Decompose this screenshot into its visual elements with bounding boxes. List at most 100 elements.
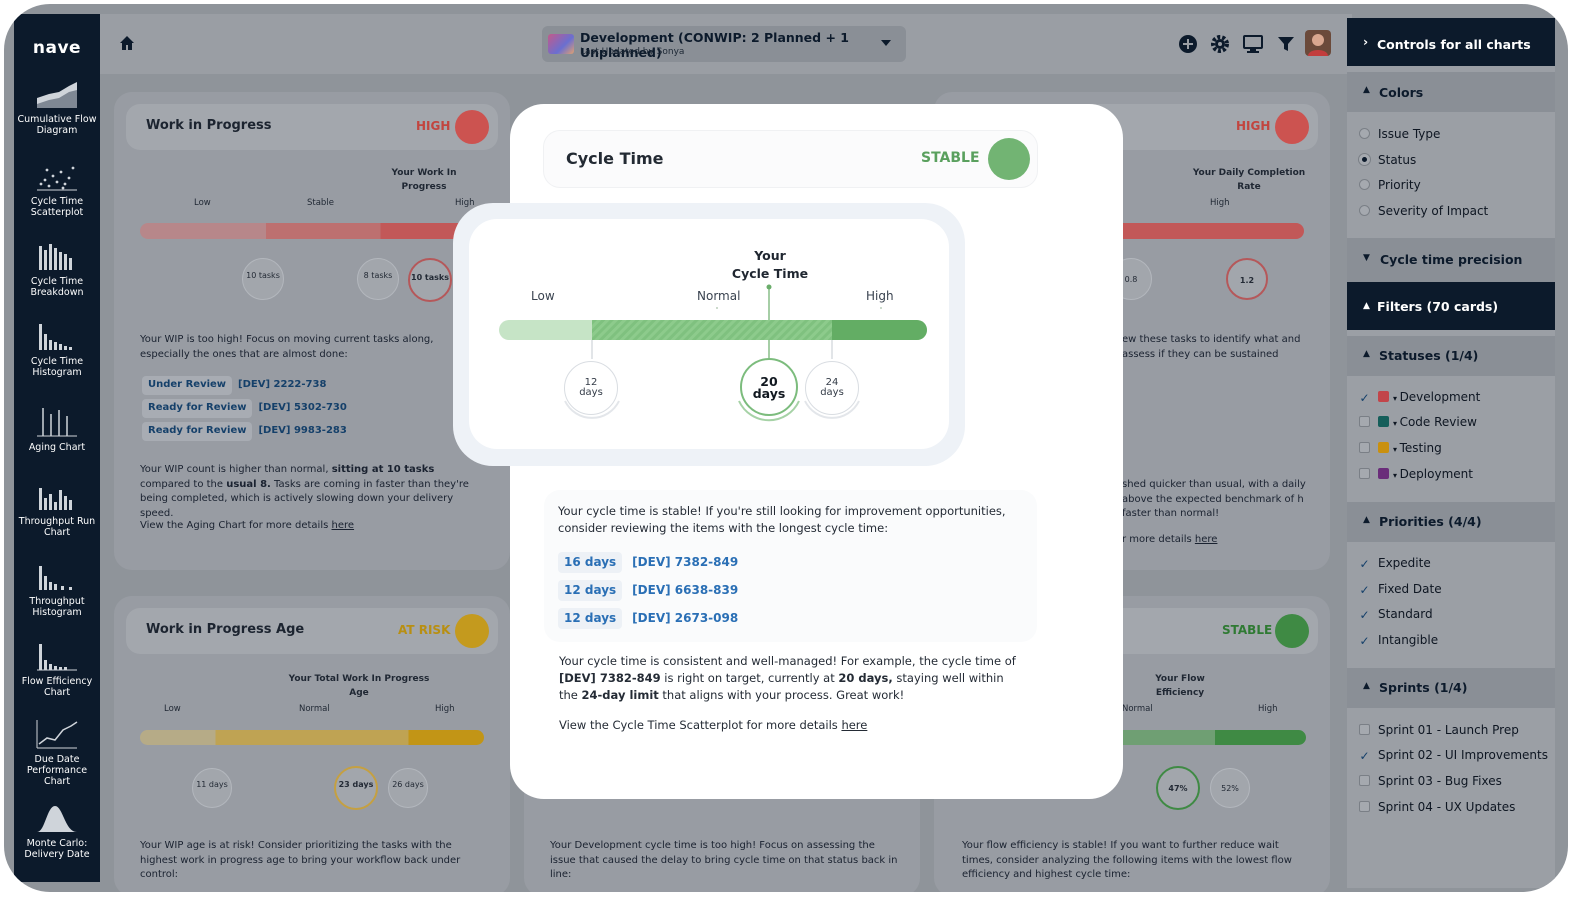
sprints-section-header[interactable]: ▲ Sprints (1/4) [1347, 668, 1555, 708]
due-date-icon [36, 720, 78, 749]
wip-age-card: Work in Progress Age AT RISK Your Total … [114, 596, 510, 892]
nav-label: Cycle Time Histogram [30, 356, 84, 378]
checkbox[interactable] [1359, 468, 1370, 479]
status-dot [1275, 110, 1309, 144]
check-icon[interactable]: ✓ [1359, 391, 1370, 405]
status-tag: Ready for Review [142, 399, 253, 418]
color-option-severity[interactable]: Severity of Impact [1359, 204, 1488, 222]
wip-item-row[interactable]: Under Review [DEV] 2222-738 [142, 376, 462, 395]
status-filter-testing[interactable]: ▾ Testing [1359, 441, 1442, 459]
throughput-histogram-icon [39, 566, 72, 590]
issue-link[interactable]: [DEV] 2673-098 [632, 611, 739, 625]
wip-item-row[interactable]: Ready for Review [DEV] 5302-730 [142, 399, 462, 418]
issue-link[interactable]: [DEV] 5302-730 [258, 402, 347, 413]
checkbox[interactable] [1359, 416, 1370, 427]
statuses-title: Statuses (1/4) [1379, 348, 1479, 363]
priority-filter-expedite[interactable]: ✓ Expedite [1359, 556, 1431, 571]
marker-normal: 8 tasks [357, 258, 399, 300]
issue-link[interactable]: [DEV] 9983-283 [258, 425, 347, 436]
filter-icon[interactable] [1276, 34, 1296, 54]
filters-header[interactable]: ▲ Filters (70 cards) [1347, 282, 1555, 330]
nav-flow-efficiency[interactable]: Flow Efficiency Chart [14, 640, 100, 698]
colors-title: Colors [1379, 85, 1424, 100]
nav-throughput-histogram[interactable]: Throughput Histogram [14, 560, 100, 618]
scale-high: High [866, 289, 894, 303]
marker-low: 10 tasks [242, 258, 284, 300]
cycle-time-summary: Your cycle time is consistent and well-m… [559, 654, 1016, 702]
nav-due-date[interactable]: Due Date Performance Chart [14, 718, 100, 787]
add-icon[interactable] [1178, 34, 1198, 54]
checkbox[interactable] [1359, 442, 1370, 453]
priority-filter-intangible[interactable]: ✓ Intangible [1359, 633, 1439, 648]
breakdown-icon [39, 244, 72, 270]
colors-section-header[interactable]: ▲ Colors [1347, 72, 1555, 112]
details-link[interactable]: here [1194, 534, 1218, 545]
statuses-section-header[interactable]: ▲ Statuses (1/4) [1347, 336, 1555, 376]
check-icon[interactable]: ✓ [1359, 608, 1370, 622]
color-option-priority[interactable]: Priority [1359, 178, 1421, 196]
marker-current: 23 days [334, 766, 378, 810]
nav-label: Throughput Run Chart [18, 516, 96, 538]
radio[interactable] [1359, 128, 1370, 139]
priority-filter-standard[interactable]: ✓ Standard [1359, 607, 1433, 622]
your-label: Your Total Work In Progress Age [288, 674, 430, 698]
nav-run-chart[interactable]: Throughput Run Chart [14, 480, 100, 538]
sprint-filter-02[interactable]: ✓ Sprint 02 - UI Improvements [1359, 748, 1548, 763]
nav-scatterplot[interactable]: Cycle Time Scatterplot [14, 160, 100, 218]
nav-label: Throughput Histogram [29, 596, 85, 618]
aging-chart-icon [37, 408, 77, 437]
long-cycle-item[interactable]: 12 days [DEV] 2673-098 [558, 608, 738, 629]
nav-monte-carlo[interactable]: Monte Carlo: Delivery Date [14, 802, 100, 860]
check-icon[interactable]: ✓ [1359, 634, 1370, 648]
chevron-up-icon: ▲ [1363, 301, 1370, 311]
avatar[interactable] [1305, 30, 1331, 56]
radio[interactable] [1359, 205, 1370, 216]
checkbox[interactable] [1359, 724, 1370, 735]
board-selector[interactable]: Development (CONWIP: 2 Planned + 1 Unpla… [542, 26, 906, 62]
chevron-up-icon: ▲ [1363, 349, 1370, 359]
status-filter-code-review[interactable]: ▾ Code Review [1359, 415, 1477, 433]
priority-filter-fixed-date[interactable]: ✓ Fixed Date [1359, 582, 1442, 597]
precision-section-header[interactable]: ▼ Cycle time precision [1347, 238, 1555, 282]
color-swatch [1378, 391, 1389, 402]
color-swatch [1378, 468, 1389, 479]
scatterplot-link[interactable]: here [841, 718, 868, 732]
check-icon[interactable]: ✓ [1359, 583, 1370, 597]
check-icon[interactable]: ✓ [1359, 557, 1370, 571]
color-option-status[interactable]: Status [1359, 153, 1416, 171]
color-option-issue-type[interactable]: Issue Type [1359, 127, 1440, 145]
radio-selected[interactable] [1359, 154, 1370, 165]
checkbox[interactable] [1359, 775, 1370, 786]
nav-label: Aging Chart [28, 442, 86, 453]
sprint-filter-04[interactable]: Sprint 04 - UX Updates [1359, 800, 1515, 818]
long-cycle-item[interactable]: 12 days [DEV] 6638-839 [558, 580, 738, 601]
card-title: Work in Progress Age [146, 622, 305, 637]
radio[interactable] [1359, 179, 1370, 190]
status-filter-deployment[interactable]: ▾ Deployment [1359, 467, 1473, 485]
wip-item-row[interactable]: Ready for Review [DEV] 9983-283 [142, 422, 462, 441]
long-cycle-item[interactable]: 16 days [DEV] 7382-849 [558, 552, 738, 573]
sprint-filter-03[interactable]: Sprint 03 - Bug Fixes [1359, 774, 1502, 792]
issue-link[interactable]: [DEV] 7382-849 [632, 555, 739, 569]
nav-breakdown[interactable]: Cycle Time Breakdown [14, 240, 100, 298]
wip-scale-bar [140, 223, 510, 239]
issue-link[interactable]: [DEV] 2222-738 [238, 379, 327, 390]
sprint-filter-01[interactable]: Sprint 01 - Launch Prep [1359, 723, 1519, 741]
controls-header[interactable]: › Controls for all charts [1347, 18, 1555, 66]
cycle-time-more: View the Cycle Time Scatterplot for more… [559, 718, 868, 732]
checkbox[interactable] [1359, 801, 1370, 812]
nav-cumulative-flow[interactable]: Cumulative Flow Diagram [14, 78, 100, 136]
marker-current: 10 tasks [408, 258, 452, 302]
nav-histogram[interactable]: Cycle Time Histogram [14, 320, 100, 378]
status-dot [988, 138, 1030, 180]
priorities-section-header[interactable]: ▲ Priorities (4/4) [1347, 502, 1555, 542]
settings-icon[interactable] [1210, 34, 1230, 54]
monitor-icon[interactable] [1242, 34, 1264, 54]
home-icon[interactable] [118, 34, 136, 52]
aging-chart-link[interactable]: here [331, 520, 355, 531]
check-icon[interactable]: ✓ [1359, 749, 1370, 763]
issue-link[interactable]: [DEV] 6638-839 [632, 583, 739, 597]
nav-aging-chart[interactable]: Aging Chart [14, 406, 100, 453]
status-filter-development[interactable]: ✓ ▾ Development [1359, 390, 1481, 405]
throughput-summary: shed quicker than usual, with a daily ab… [1122, 479, 1306, 519]
